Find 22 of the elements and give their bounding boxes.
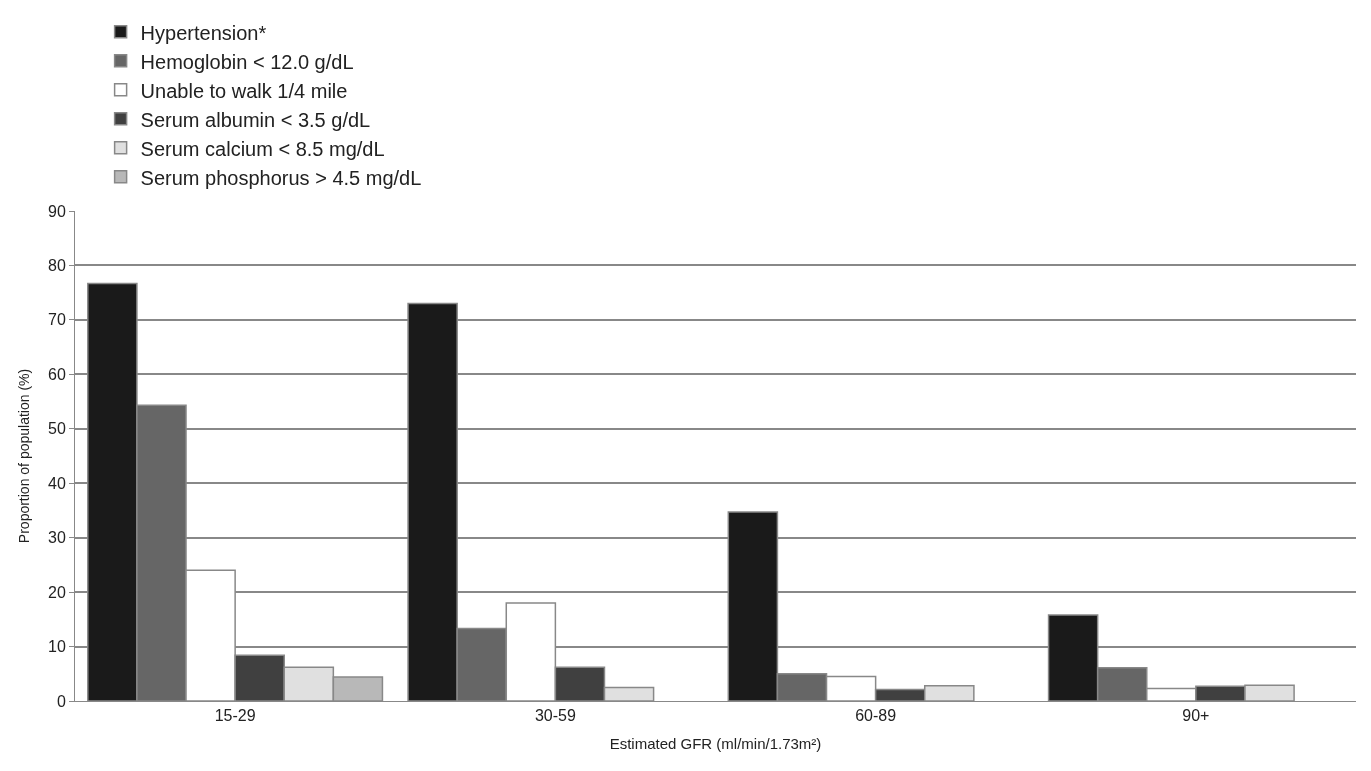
y-tick-label: 70 bbox=[48, 311, 66, 329]
y-tick-label: 60 bbox=[48, 365, 66, 383]
legend-label: Hypertension* bbox=[140, 21, 267, 44]
x-tick-label: 60-89 bbox=[855, 707, 897, 725]
x-tick-label: 30-59 bbox=[534, 707, 576, 725]
y-tick-label: 80 bbox=[48, 257, 66, 275]
y-tick-label: 50 bbox=[48, 420, 66, 438]
legend-label: Serum phosphorus > 4.5 mg/dL bbox=[140, 166, 422, 189]
y-tick-label: 40 bbox=[48, 474, 66, 492]
y-tick-label: 0 bbox=[56, 692, 66, 710]
legend-label: Hemoglobin < 12.0 g/dL bbox=[140, 50, 354, 73]
legend-label: Unable to walk 1/4 mile bbox=[140, 79, 348, 102]
y-tick-label: 10 bbox=[48, 638, 66, 656]
y-tick-label: 30 bbox=[48, 529, 66, 547]
x-tick-label: 90+ bbox=[1182, 707, 1210, 725]
x-axis-title: Estimated GFR (ml/min/1.73m²) bbox=[609, 735, 822, 753]
y-tick-label: 90 bbox=[48, 202, 66, 220]
legend-label: Serum calcium < 8.5 mg/dL bbox=[140, 137, 385, 160]
y-axis-title: Proportion of population (%) bbox=[15, 368, 32, 544]
x-tick-label: 15-29 bbox=[214, 707, 256, 725]
legend-label: Serum albumin < 3.5 g/dL bbox=[140, 108, 371, 131]
y-tick-label: 20 bbox=[48, 583, 66, 601]
